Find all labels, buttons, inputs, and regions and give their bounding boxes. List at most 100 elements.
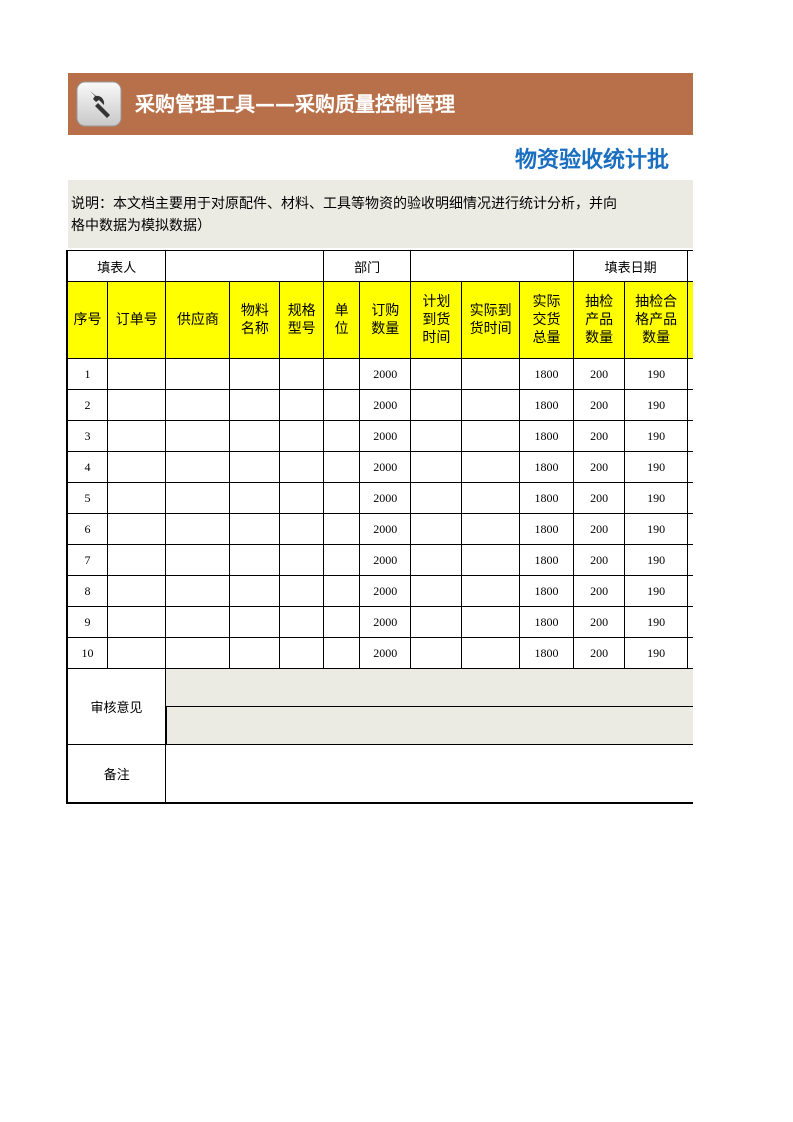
header-row: 序号 订单号 供应商 物料 名称 规格 型号单位订购 数量 计划 到货 时间 实际到 货时间 实际 交货 总量… (66, 281, 693, 359)
cell (461, 575, 520, 607)
cell: 4 (66, 451, 108, 483)
cell: 1800 (518, 389, 575, 421)
cell (106, 575, 167, 607)
column-header-line: 订单号 (115, 312, 158, 328)
description: 说明：本文档主要用于对原配件、材料、工具等物资的验收明细情况进行统计分析，并向 … (68, 180, 693, 248)
cell (106, 358, 167, 390)
cell: 2000 (359, 451, 412, 483)
doc-title: 物资验收统计批 (515, 148, 670, 173)
cell (106, 637, 167, 669)
cell (323, 637, 361, 669)
column-header-line: 实际到 (469, 303, 512, 319)
column-header-line: 名称 (240, 321, 269, 337)
column-header-line: 数量 (689, 320, 693, 338)
meta-value (687, 250, 693, 282)
cell (229, 389, 281, 421)
cell: 1800 (518, 544, 575, 576)
column-header: 规格 型号 (279, 281, 325, 359)
cell (279, 482, 325, 514)
column-header: 序号 (66, 281, 108, 359)
column-header-line: 交货 (532, 312, 561, 328)
cell: 190 (624, 606, 689, 638)
cell: 190 (624, 420, 689, 452)
cell (165, 482, 231, 514)
cell: 200 (573, 513, 626, 545)
cell (461, 544, 520, 576)
cell: 2000 (359, 575, 412, 607)
column-header-line: 计划 (422, 294, 451, 310)
banner-title: 采购管理工具——采购质量控制管理 (135, 92, 455, 116)
cell (279, 451, 325, 483)
cell (106, 389, 167, 421)
cell (461, 389, 520, 421)
cell: 200 (573, 606, 626, 638)
table: 填表人 部门 填表日期 序号 订单号 供应商 物料 名称 规格 型号单位订购 数量 计划 到货 时间 实际到… (66, 250, 693, 804)
cell (410, 482, 463, 514)
cell: 3 (66, 420, 108, 452)
cell (106, 420, 167, 452)
cell: 10 (687, 482, 693, 514)
meta-value (410, 250, 575, 282)
cell (323, 358, 361, 390)
cell: 1800 (518, 637, 575, 669)
column-header-line: 供应商 (176, 312, 219, 328)
cell: 10 (687, 420, 693, 452)
column-header-line: 退货 (689, 302, 693, 320)
column-header-line: 物料 (240, 303, 269, 319)
cell: 5 (66, 482, 108, 514)
cell (279, 606, 325, 638)
meta-value (165, 250, 325, 282)
cell (229, 358, 281, 390)
column-header: 单位 (323, 281, 361, 359)
cell: 8 (66, 575, 108, 607)
cell (165, 451, 231, 483)
cell (279, 389, 325, 421)
cell: 200 (573, 544, 626, 576)
cell (410, 637, 463, 669)
cell: 2 (66, 389, 108, 421)
cell (279, 575, 325, 607)
cell (279, 513, 325, 545)
column-header-line: 总量 (532, 330, 561, 346)
cell: 190 (624, 575, 689, 607)
column-header: 物料 名称 (229, 281, 281, 359)
cell: 9 (66, 606, 108, 638)
cell: 10 (687, 513, 693, 545)
cell: 10 (66, 637, 108, 669)
data-row: 102000180020019010 (66, 637, 693, 669)
cell (323, 451, 361, 483)
column-header-line: 数量 (642, 330, 671, 346)
meta-label: 部门 (323, 250, 412, 282)
cell: 1800 (518, 482, 575, 514)
cell: 200 (573, 358, 626, 390)
cell: 10 (687, 637, 693, 669)
cell: 10 (687, 358, 693, 390)
cell (410, 575, 463, 607)
cell: 200 (573, 389, 626, 421)
cell: 190 (624, 513, 689, 545)
cell: 1800 (518, 420, 575, 452)
cell: 190 (624, 544, 689, 576)
cell (165, 389, 231, 421)
cell (323, 544, 361, 576)
cell: 190 (624, 451, 689, 483)
meta-label: 填表人 (66, 250, 167, 282)
cell (279, 358, 325, 390)
cell: 1800 (518, 451, 575, 483)
cell: 2000 (359, 606, 412, 638)
description-line: 格中数据为模拟数据） (71, 218, 211, 234)
cell (323, 420, 361, 452)
cell: 1800 (518, 358, 575, 390)
review-row (67, 706, 693, 745)
cell: 190 (624, 358, 689, 390)
cell: 2000 (359, 513, 412, 545)
cell (323, 513, 361, 545)
review-row: 审核意见 (66, 668, 693, 745)
cell: 10 (687, 575, 693, 607)
cell (279, 420, 325, 452)
column-header-line: 时间 (422, 330, 451, 346)
cell (106, 451, 167, 483)
